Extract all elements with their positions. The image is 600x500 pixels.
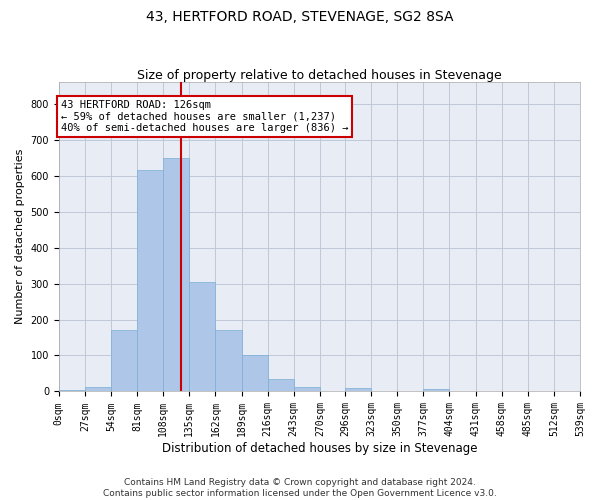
Title: Size of property relative to detached houses in Stevenage: Size of property relative to detached ho… [137, 69, 502, 82]
Bar [215, 330, 242, 392]
Bar [137, 170, 163, 392]
Text: 43 HERTFORD ROAD: 126sqm
← 59% of detached houses are smaller (1,237)
40% of sem: 43 HERTFORD ROAD: 126sqm ← 59% of detach… [61, 100, 348, 133]
Y-axis label: Number of detached properties: Number of detached properties [15, 149, 25, 324]
Bar [242, 356, 268, 392]
Bar [424, 388, 449, 392]
Bar [163, 158, 190, 392]
Text: Contains HM Land Registry data © Crown copyright and database right 2024.
Contai: Contains HM Land Registry data © Crown c… [103, 478, 497, 498]
Text: 43, HERTFORD ROAD, STEVENAGE, SG2 8SA: 43, HERTFORD ROAD, STEVENAGE, SG2 8SA [146, 10, 454, 24]
Bar [111, 330, 137, 392]
Bar [345, 388, 371, 392]
Bar [268, 379, 294, 392]
Bar [59, 390, 85, 392]
Bar [294, 387, 320, 392]
Bar [85, 387, 111, 392]
Bar [190, 282, 215, 392]
X-axis label: Distribution of detached houses by size in Stevenage: Distribution of detached houses by size … [161, 442, 477, 455]
